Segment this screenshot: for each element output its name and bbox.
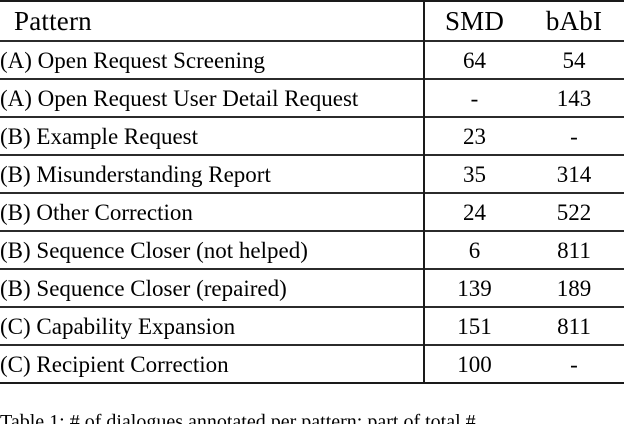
cell-pattern: (B) Sequence Closer (not helped)	[0, 230, 425, 269]
cell-pattern: (B) Example Request	[0, 116, 425, 155]
cell-pattern: (B) Misunderstanding Report	[0, 154, 425, 193]
cell-smd: 64	[424, 40, 524, 79]
table-row: (B) Sequence Closer (not helped) 6 811	[0, 230, 624, 269]
table-row: (A) Open Request Screening 64 54	[0, 40, 624, 79]
cell-pattern: (B) Sequence Closer (repaired)	[0, 268, 425, 307]
cell-babi: 314	[524, 154, 624, 193]
table-row: (C) Capability Expansion 151 811	[0, 306, 624, 345]
table-header: Pattern SMD bAbI	[0, 0, 624, 41]
cell-babi: 189	[524, 268, 624, 307]
table-header-row: Pattern SMD bAbI	[0, 0, 624, 41]
cell-pattern: (C) Recipient Correction	[0, 344, 425, 384]
cell-babi: -	[524, 116, 624, 155]
cell-smd: 23	[424, 116, 524, 155]
cell-smd: 151	[424, 306, 524, 345]
cell-babi: 143	[524, 78, 624, 117]
table-row: (B) Sequence Closer (repaired) 139 189	[0, 268, 624, 307]
cell-babi: -	[524, 344, 624, 384]
table-caption: Table 1: # of dialogues annotated per pa…	[0, 411, 476, 424]
cell-babi: 811	[524, 230, 624, 269]
table-row: (B) Example Request 23 -	[0, 116, 624, 155]
cell-smd: 24	[424, 192, 524, 231]
cell-babi: 54	[524, 40, 624, 79]
pattern-counts-table: Pattern SMD bAbI (A) Open Request Screen…	[0, 0, 624, 384]
cell-pattern: (A) Open Request Screening	[0, 40, 425, 79]
cell-babi: 811	[524, 306, 624, 345]
cell-smd: 6	[424, 230, 524, 269]
table-row: (C) Recipient Correction 100 -	[0, 344, 624, 384]
table-body: (A) Open Request Screening 64 54 (A) Ope…	[0, 40, 624, 384]
column-header-pattern: Pattern	[0, 0, 425, 41]
cell-smd: 100	[424, 344, 524, 384]
cell-smd: 139	[424, 268, 524, 307]
cell-pattern: (B) Other Correction	[0, 192, 425, 231]
table-row: (B) Misunderstanding Report 35 314	[0, 154, 624, 193]
cell-pattern: (A) Open Request User Detail Request	[0, 78, 425, 117]
cell-smd: -	[424, 78, 524, 117]
cell-pattern: (C) Capability Expansion	[0, 306, 425, 345]
column-header-smd: SMD	[424, 0, 524, 41]
column-header-babi: bAbI	[524, 0, 624, 41]
cell-babi: 522	[524, 192, 624, 231]
table-row: (A) Open Request User Detail Request - 1…	[0, 78, 624, 117]
cell-smd: 35	[424, 154, 524, 193]
table-row: (B) Other Correction 24 522	[0, 192, 624, 231]
